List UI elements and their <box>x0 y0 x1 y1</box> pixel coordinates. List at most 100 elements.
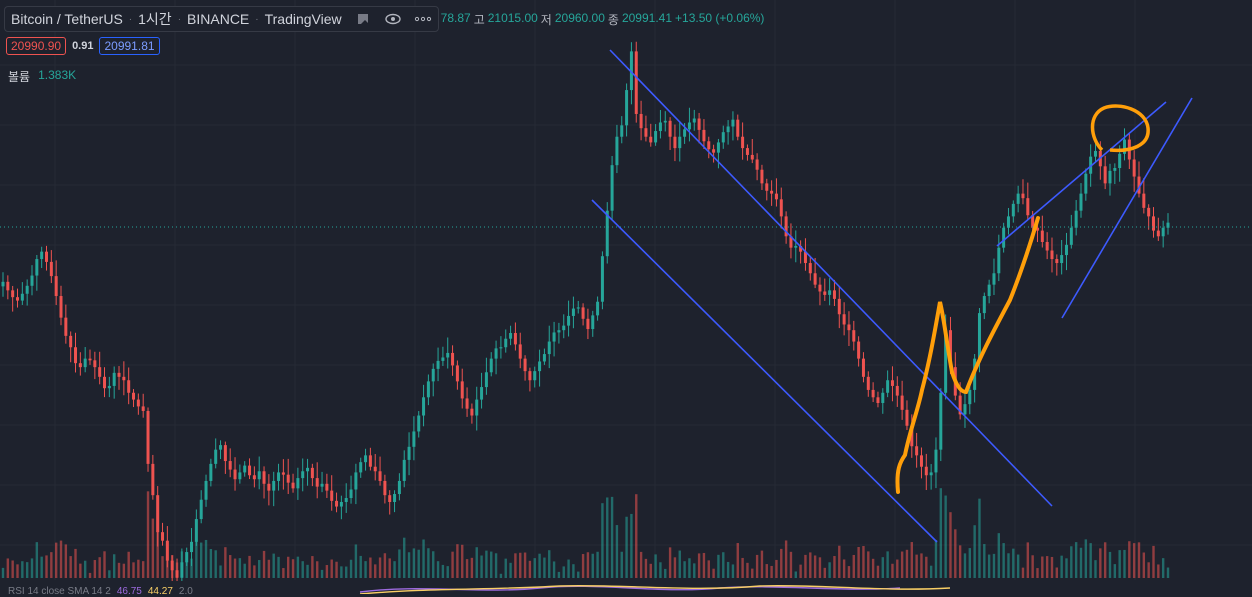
candle-body <box>204 480 208 500</box>
more-options-icon[interactable] <box>414 10 432 28</box>
candle-body <box>122 376 126 381</box>
candle-body <box>968 389 972 405</box>
volume-bar <box>325 565 329 578</box>
candle-body <box>538 361 542 372</box>
volume-bar <box>1007 553 1010 578</box>
volume-bar <box>54 542 58 578</box>
rsi-legend: RSI 14 close SMA 14 2 46.75 44.27 2.0 <box>8 586 193 597</box>
volume-bar <box>83 560 87 578</box>
symbol-title-box[interactable]: Bitcoin / TetherUS · 1시간 · BINANCE · Tra… <box>4 6 439 32</box>
volume-bar <box>910 542 913 578</box>
separator-dot: · <box>255 13 259 25</box>
candle-body <box>484 372 488 388</box>
volume-bar <box>596 551 599 578</box>
candle-body <box>808 263 812 274</box>
volume-bar <box>915 554 918 578</box>
candle-body <box>20 293 24 301</box>
volume-bar <box>726 561 730 578</box>
volume-bar <box>180 551 184 578</box>
candle-body <box>1151 216 1155 231</box>
rsi-value-1: 46.75 <box>116 586 142 597</box>
volume-bar <box>146 491 150 578</box>
candle-body <box>69 335 73 348</box>
volume-bar <box>195 537 198 578</box>
interval-label[interactable]: 1시간 <box>138 11 172 27</box>
volume-bar <box>441 564 445 578</box>
candle-body <box>78 363 82 368</box>
volume-bar <box>21 561 24 578</box>
candle-body <box>1166 222 1170 228</box>
symbol-name[interactable]: Bitcoin / TetherUS <box>11 11 123 27</box>
volume-bar <box>117 562 121 578</box>
volume-bar <box>296 556 300 578</box>
candle-body <box>716 142 720 153</box>
candle-body <box>1069 227 1073 245</box>
candle-body <box>900 395 904 410</box>
volume-bar <box>746 562 749 578</box>
volume-bar <box>291 559 295 578</box>
volume-bar <box>833 556 836 578</box>
candle-body <box>460 381 464 399</box>
candle-body <box>866 376 870 390</box>
volume-bar <box>654 554 657 578</box>
candle-body <box>35 259 39 276</box>
volume-bar <box>770 565 773 578</box>
volume-bar <box>412 548 416 578</box>
volume-bar <box>842 559 846 578</box>
volume-bar <box>992 553 996 578</box>
volume-bar <box>456 544 459 578</box>
volume-bar <box>432 551 435 578</box>
candle-body <box>378 471 382 481</box>
volume-bar <box>818 557 822 578</box>
volume-bar <box>939 488 943 578</box>
candle-body <box>663 120 667 123</box>
candle-body <box>639 113 643 129</box>
volume-bar <box>799 564 802 578</box>
volume-bar <box>74 548 77 578</box>
volume-bar <box>1161 558 1165 578</box>
volume-bar <box>1103 542 1107 578</box>
candle-body <box>842 314 846 325</box>
candle-body <box>262 471 266 484</box>
candle-body <box>107 385 111 389</box>
volume-bar <box>610 496 614 578</box>
buy-price-button[interactable]: 20991.81 <box>99 37 160 55</box>
volume-bar <box>306 564 309 578</box>
volume-bar <box>504 558 507 578</box>
volume-bar <box>635 494 638 578</box>
volume-bar <box>359 555 362 578</box>
sell-price-button[interactable]: 20990.90 <box>6 37 67 55</box>
volume-bar <box>79 563 82 578</box>
candle-body <box>64 317 68 336</box>
volume-bar <box>760 550 764 578</box>
eye-icon[interactable] <box>384 10 402 28</box>
candle-body <box>1002 227 1006 248</box>
flag-icon[interactable] <box>354 10 372 28</box>
candle-body <box>982 296 986 314</box>
candle-body <box>692 118 696 123</box>
volume-bar <box>1108 551 1112 578</box>
candle-body <box>339 502 343 507</box>
candle-body <box>127 380 131 393</box>
volume-bar <box>40 556 43 578</box>
volume-bar <box>775 559 778 578</box>
rsi-label: RSI 14 close SMA 14 2 <box>8 586 111 597</box>
volume-bar <box>122 563 126 578</box>
candle-body <box>625 90 629 126</box>
candle-body <box>905 409 909 426</box>
volume-bar <box>852 554 855 578</box>
volume-bar <box>857 546 860 578</box>
candle-body <box>88 358 92 361</box>
trend-line <box>591 199 938 543</box>
candle-body <box>924 466 928 476</box>
candle-body <box>1156 230 1160 237</box>
volume-bar <box>1012 548 1015 578</box>
candle-body <box>1045 241 1049 251</box>
candle-body <box>944 330 948 393</box>
volume-bar <box>712 568 715 578</box>
volume-bar <box>364 561 367 578</box>
volume-bar <box>591 553 594 578</box>
candle-body <box>547 341 551 355</box>
candle-body <box>320 483 324 487</box>
